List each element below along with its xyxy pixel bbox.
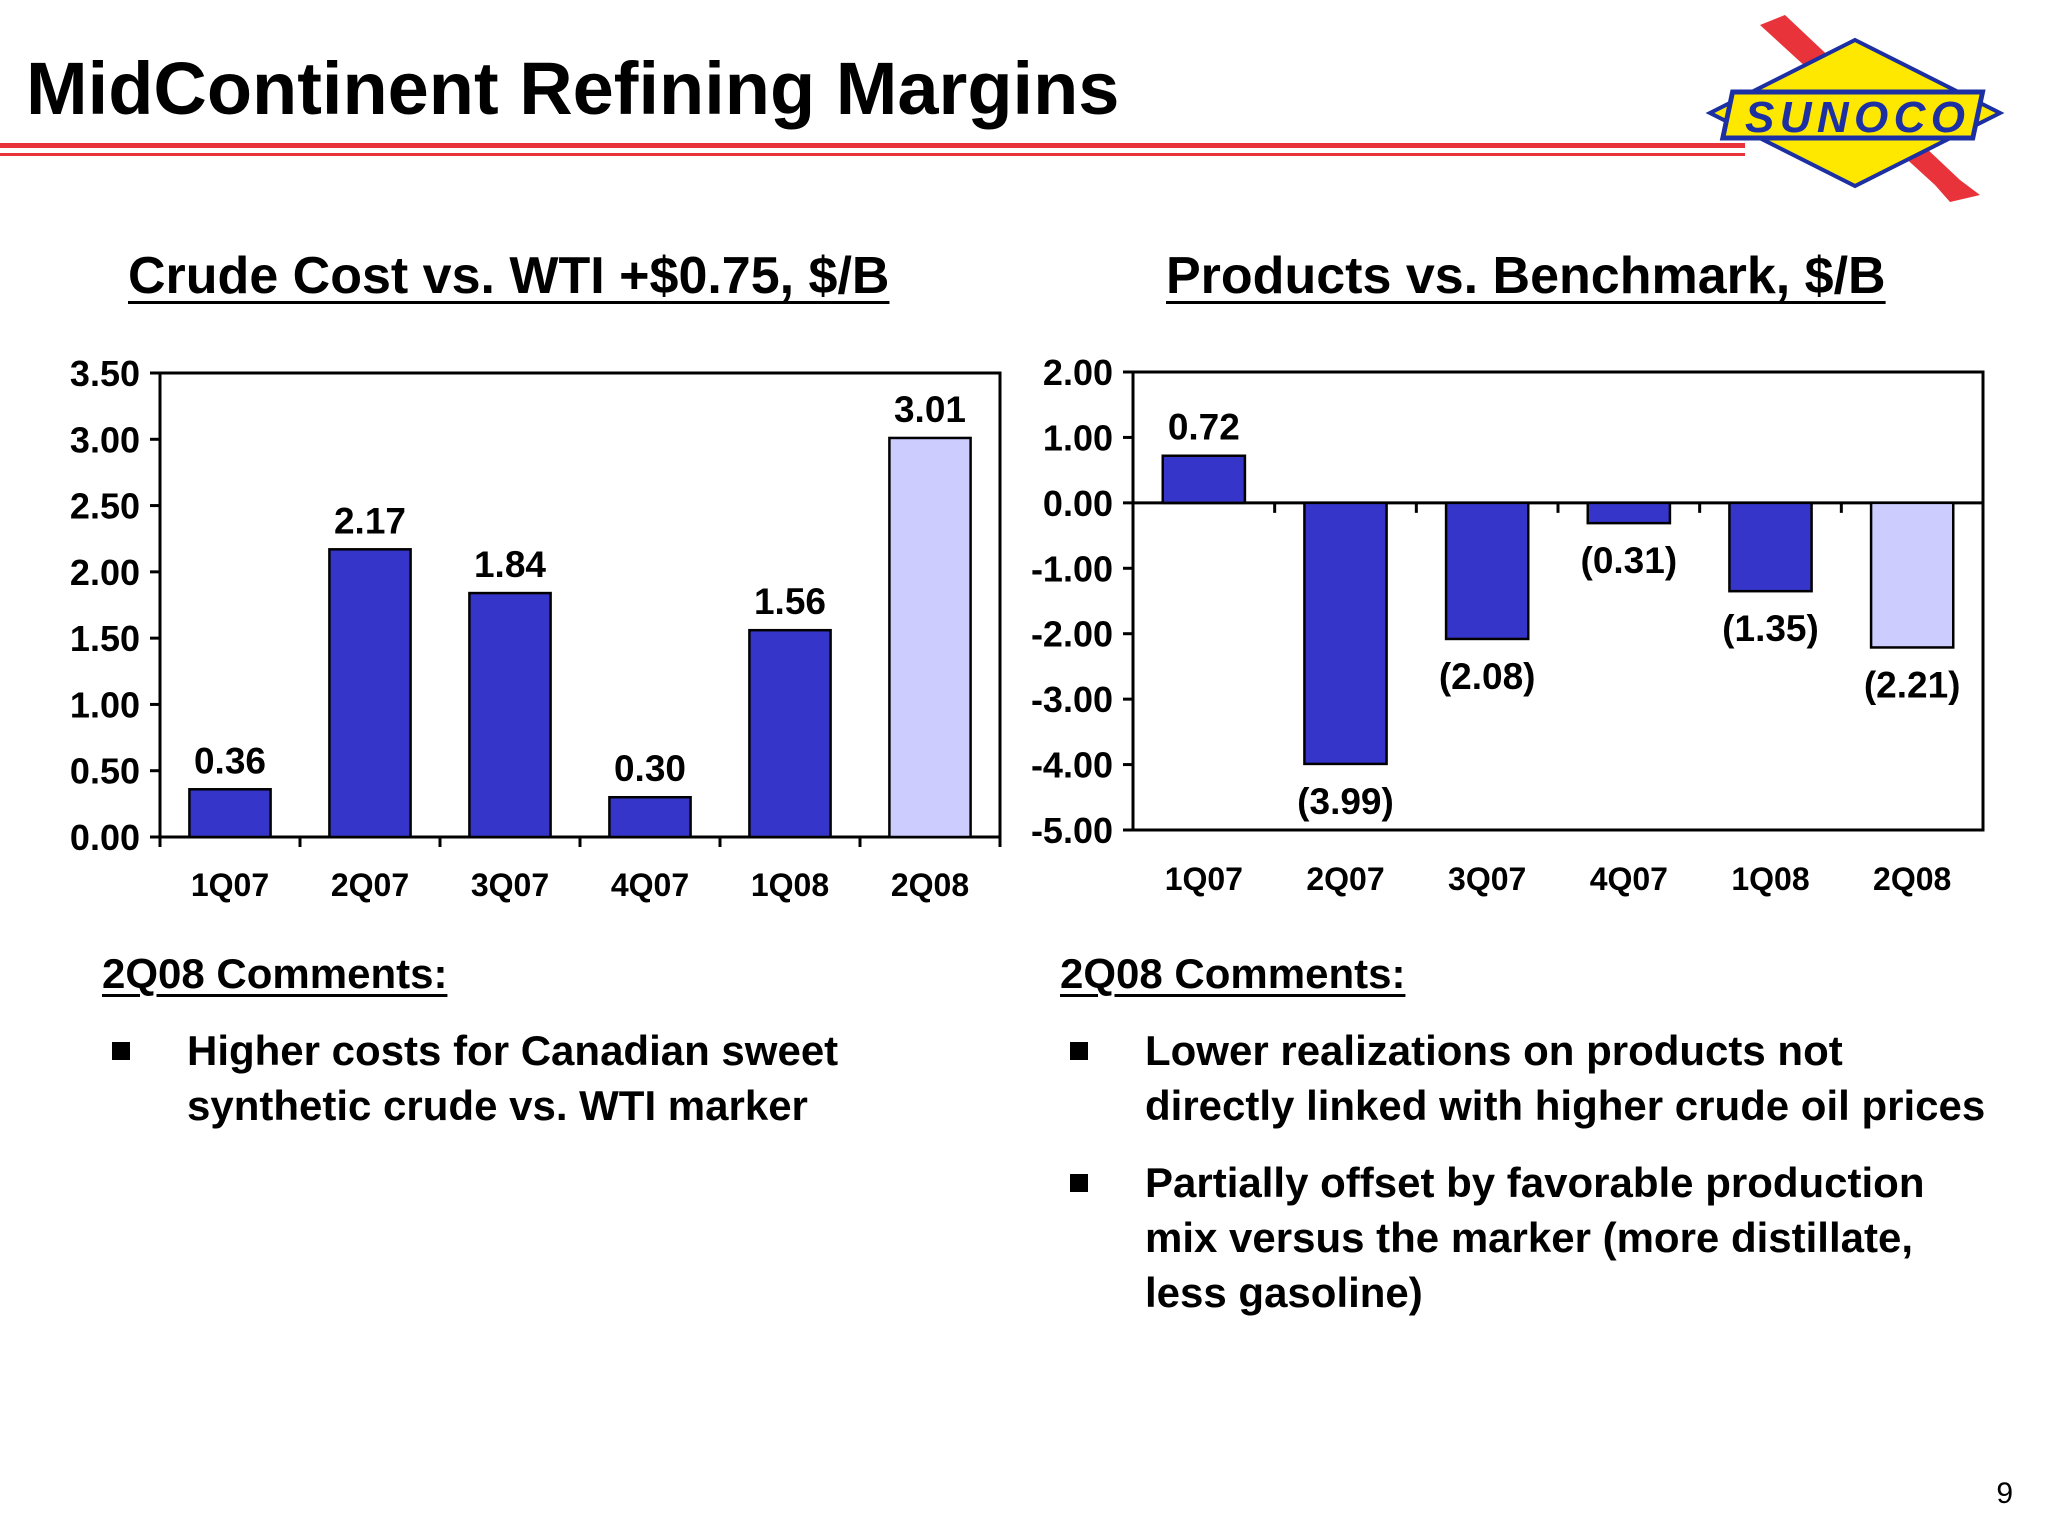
x-tick-label: 3Q07 <box>1448 861 1526 897</box>
y-tick-label: 3.00 <box>70 419 140 460</box>
y-tick-label: 0.50 <box>70 751 140 792</box>
bar <box>748 628 832 839</box>
y-tick-label: 1.00 <box>70 684 140 725</box>
data-label: 2.17 <box>334 500 406 541</box>
data-label: (0.31) <box>1581 540 1678 581</box>
crude-cost-chart: 0.00 0.50 1.00 1.50 2.00 2.50 3.00 3.50 0.36 1Q07… <box>70 353 1002 903</box>
y-tick-label: -3.00 <box>1031 679 1113 720</box>
page-number: 9 <box>1996 1477 2013 1510</box>
comments-heading-right: 2Q08 Comments: <box>1060 950 1406 997</box>
plot-frame <box>1131 370 1985 832</box>
comments-list-left: Higher costs for Canadian sweet syntheti… <box>110 1023 950 1155</box>
data-label: 0.36 <box>194 740 266 781</box>
data-label: (3.99) <box>1297 781 1394 822</box>
bar <box>888 436 972 839</box>
title-rule-bottom <box>0 153 1745 156</box>
bullet-square-icon <box>1070 1042 1088 1060</box>
bar <box>1444 501 1530 641</box>
x-tick-label: 2Q08 <box>1873 861 1951 897</box>
bar <box>1303 501 1388 766</box>
bar <box>1728 501 1813 593</box>
data-label: 3.01 <box>894 389 966 430</box>
logo-banner <box>1719 89 1986 141</box>
data-label: (2.21) <box>1864 664 1961 705</box>
comment-bullet: Partially offset by favorable production… <box>1068 1155 2003 1320</box>
y-tick-label: 0.00 <box>70 817 140 858</box>
y-tick-label: 2.50 <box>70 486 140 527</box>
data-label: 1.56 <box>754 581 826 622</box>
products-chart: -5.00 -4.00 -3.00 -2.00 -1.00 0.00 1.00 2.00 0.7… <box>1031 352 1985 897</box>
data-label: 1.84 <box>474 544 546 585</box>
slide-title: MidContinent Refining Margins <box>26 47 1120 130</box>
x-tick-label: 4Q07 <box>1590 861 1668 897</box>
y-tick-label: 2.00 <box>70 552 140 593</box>
bar <box>608 795 692 839</box>
y-tick-label: -2.00 <box>1031 614 1113 655</box>
x-tick-label: 2Q07 <box>1306 861 1384 897</box>
x-tick-label: 3Q07 <box>471 867 549 903</box>
bar <box>468 591 552 839</box>
y-tick-label: -1.00 <box>1031 548 1113 589</box>
x-tick-label: 1Q07 <box>191 867 269 903</box>
y-tick-label: -4.00 <box>1031 745 1113 786</box>
y-tick-label: 1.50 <box>70 618 140 659</box>
x-tick-label: 1Q08 <box>751 867 829 903</box>
y-tick-label: 0.00 <box>1043 483 1113 524</box>
bullet-square-icon <box>1070 1174 1088 1192</box>
title-rule-top <box>0 143 1745 148</box>
x-tick-label: 4Q07 <box>611 867 689 903</box>
x-tick-label: 2Q07 <box>331 867 409 903</box>
bullet-square-icon <box>112 1042 130 1060</box>
data-label: 0.30 <box>614 748 686 789</box>
bar <box>1869 501 1955 649</box>
x-tick-label: 1Q08 <box>1731 861 1809 897</box>
data-label: 0.72 <box>1168 407 1240 448</box>
x-tick-label: 2Q08 <box>891 867 969 903</box>
y-tick-label: 1.00 <box>1043 417 1113 458</box>
chart-title-products: Products vs. Benchmark, $/B <box>1166 247 1886 305</box>
comments-list-right: Lower realizations on products not direc… <box>1068 1023 2003 1342</box>
x-tick-label: 1Q07 <box>1165 861 1243 897</box>
y-tick-label: 3.50 <box>70 353 140 394</box>
bar <box>1586 501 1672 525</box>
comments-heading-left: 2Q08 Comments: <box>102 950 448 997</box>
bar <box>188 788 272 839</box>
comment-bullet: Higher costs for Canadian sweet syntheti… <box>110 1023 950 1133</box>
bar <box>328 548 412 839</box>
data-label: (2.08) <box>1439 656 1536 697</box>
sunoco-logo: SUNOCO <box>1705 15 2005 202</box>
y-tick-label: -5.00 <box>1031 810 1113 851</box>
data-label: (1.35) <box>1722 608 1819 649</box>
comment-bullet: Lower realizations on products not direc… <box>1068 1023 2003 1133</box>
bar <box>1161 454 1247 505</box>
y-tick-label: 2.00 <box>1043 352 1113 393</box>
chart-title-crude-cost: Crude Cost vs. WTI +$0.75, $/B <box>128 247 890 305</box>
